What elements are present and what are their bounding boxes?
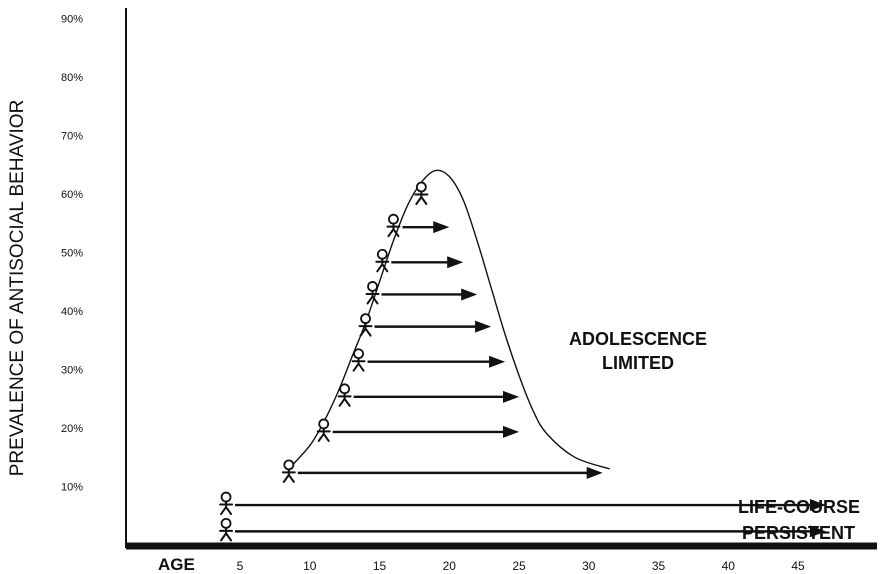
x-tick-label: 20 [443,559,457,573]
figure-head [376,248,388,260]
adolescence-limited-figure [351,348,506,372]
y-tick-label: 50% [61,248,83,260]
adolescence-limited-figure [414,181,429,205]
life-course-persistent-figure [219,517,826,542]
figure-body [358,322,373,337]
x-tick-label: 40 [722,559,736,573]
arrow-head [489,355,506,368]
y-tick-labels: 10% 20% 30% 40% 50% 60% 70% 80% 90% [61,14,83,494]
figure-body [219,526,234,542]
adolescence-limited-figure [375,248,464,273]
figure-body [375,257,390,273]
figure-head [339,383,351,395]
x-tick-label: 15 [373,559,387,573]
figure-body [386,222,401,238]
annotations: ADOLESCENCE LIMITED LIFE-COURSE PERSISTE… [569,329,860,543]
figure-body [351,357,366,372]
x-tick-label: 30 [582,559,596,573]
adolescence-limited-figure [365,281,478,305]
y-tick-label: 80% [61,72,83,84]
arrow-head [447,256,464,269]
arrow-head [475,320,492,333]
y-tick-label: 40% [61,306,83,318]
y-tick-label: 10% [61,482,83,494]
annotation-lifecourse-line1: LIFE-COURSE [738,497,860,517]
x-tick-labels: 5 10 15 20 25 30 35 40 45 [237,559,805,573]
arrow-head [809,499,826,512]
arrow-head [586,466,603,479]
figure-body [414,190,429,205]
arrow-head [461,288,478,301]
y-axis-title: PREVALENCE OF ANTISOCIAL BEHAVIOR [7,100,28,477]
figure-head [283,459,295,471]
annotation-adolescence-line1: ADOLESCENCE [569,329,707,349]
series-layer [288,169,610,470]
x-tick-label: 35 [652,559,666,573]
figure-head [318,418,330,430]
figure-body [365,289,380,305]
figure-body [337,392,352,407]
figure-head [360,313,371,325]
arrow-head [433,221,450,234]
x-tick-label: 5 [237,559,244,573]
adolescence-limited-figure [386,213,450,238]
x-tick-label: 25 [512,559,526,573]
y-tick-label: 70% [61,131,83,143]
series-line-adolescence-limited [288,169,610,470]
y-tick-label: 60% [61,189,83,201]
figure-head [367,281,378,292]
figure-head [353,348,364,360]
adolescence-limited-figure [358,313,492,337]
figure-head [220,517,232,529]
adolescence-limited-figure [281,459,603,483]
y-tick-label: 30% [61,365,83,377]
figure-body [281,468,296,483]
figures-layer [219,181,826,542]
adolescence-limited-figure [316,418,519,442]
axes [125,8,877,550]
adolescence-limited-figure [337,383,519,407]
arrow-head [809,525,826,538]
life-course-persistent-figure [219,491,826,516]
y-tick-label: 20% [61,423,83,435]
y-tick-label: 90% [61,14,83,26]
figure-body [219,500,234,516]
arrow-head [503,425,519,438]
figure-head [415,181,427,193]
annotation-adolescence-line2: LIMITED [602,353,674,373]
x-tick-label: 45 [791,559,805,573]
figure-head [388,213,399,225]
x-axis-title: AGE [158,555,195,574]
figure-head [220,491,232,503]
annotation-lifecourse-line2: PERSISTENT [742,523,855,543]
figure-body [316,427,331,442]
x-tick-label: 10 [303,559,317,573]
arrow-head [503,390,519,403]
